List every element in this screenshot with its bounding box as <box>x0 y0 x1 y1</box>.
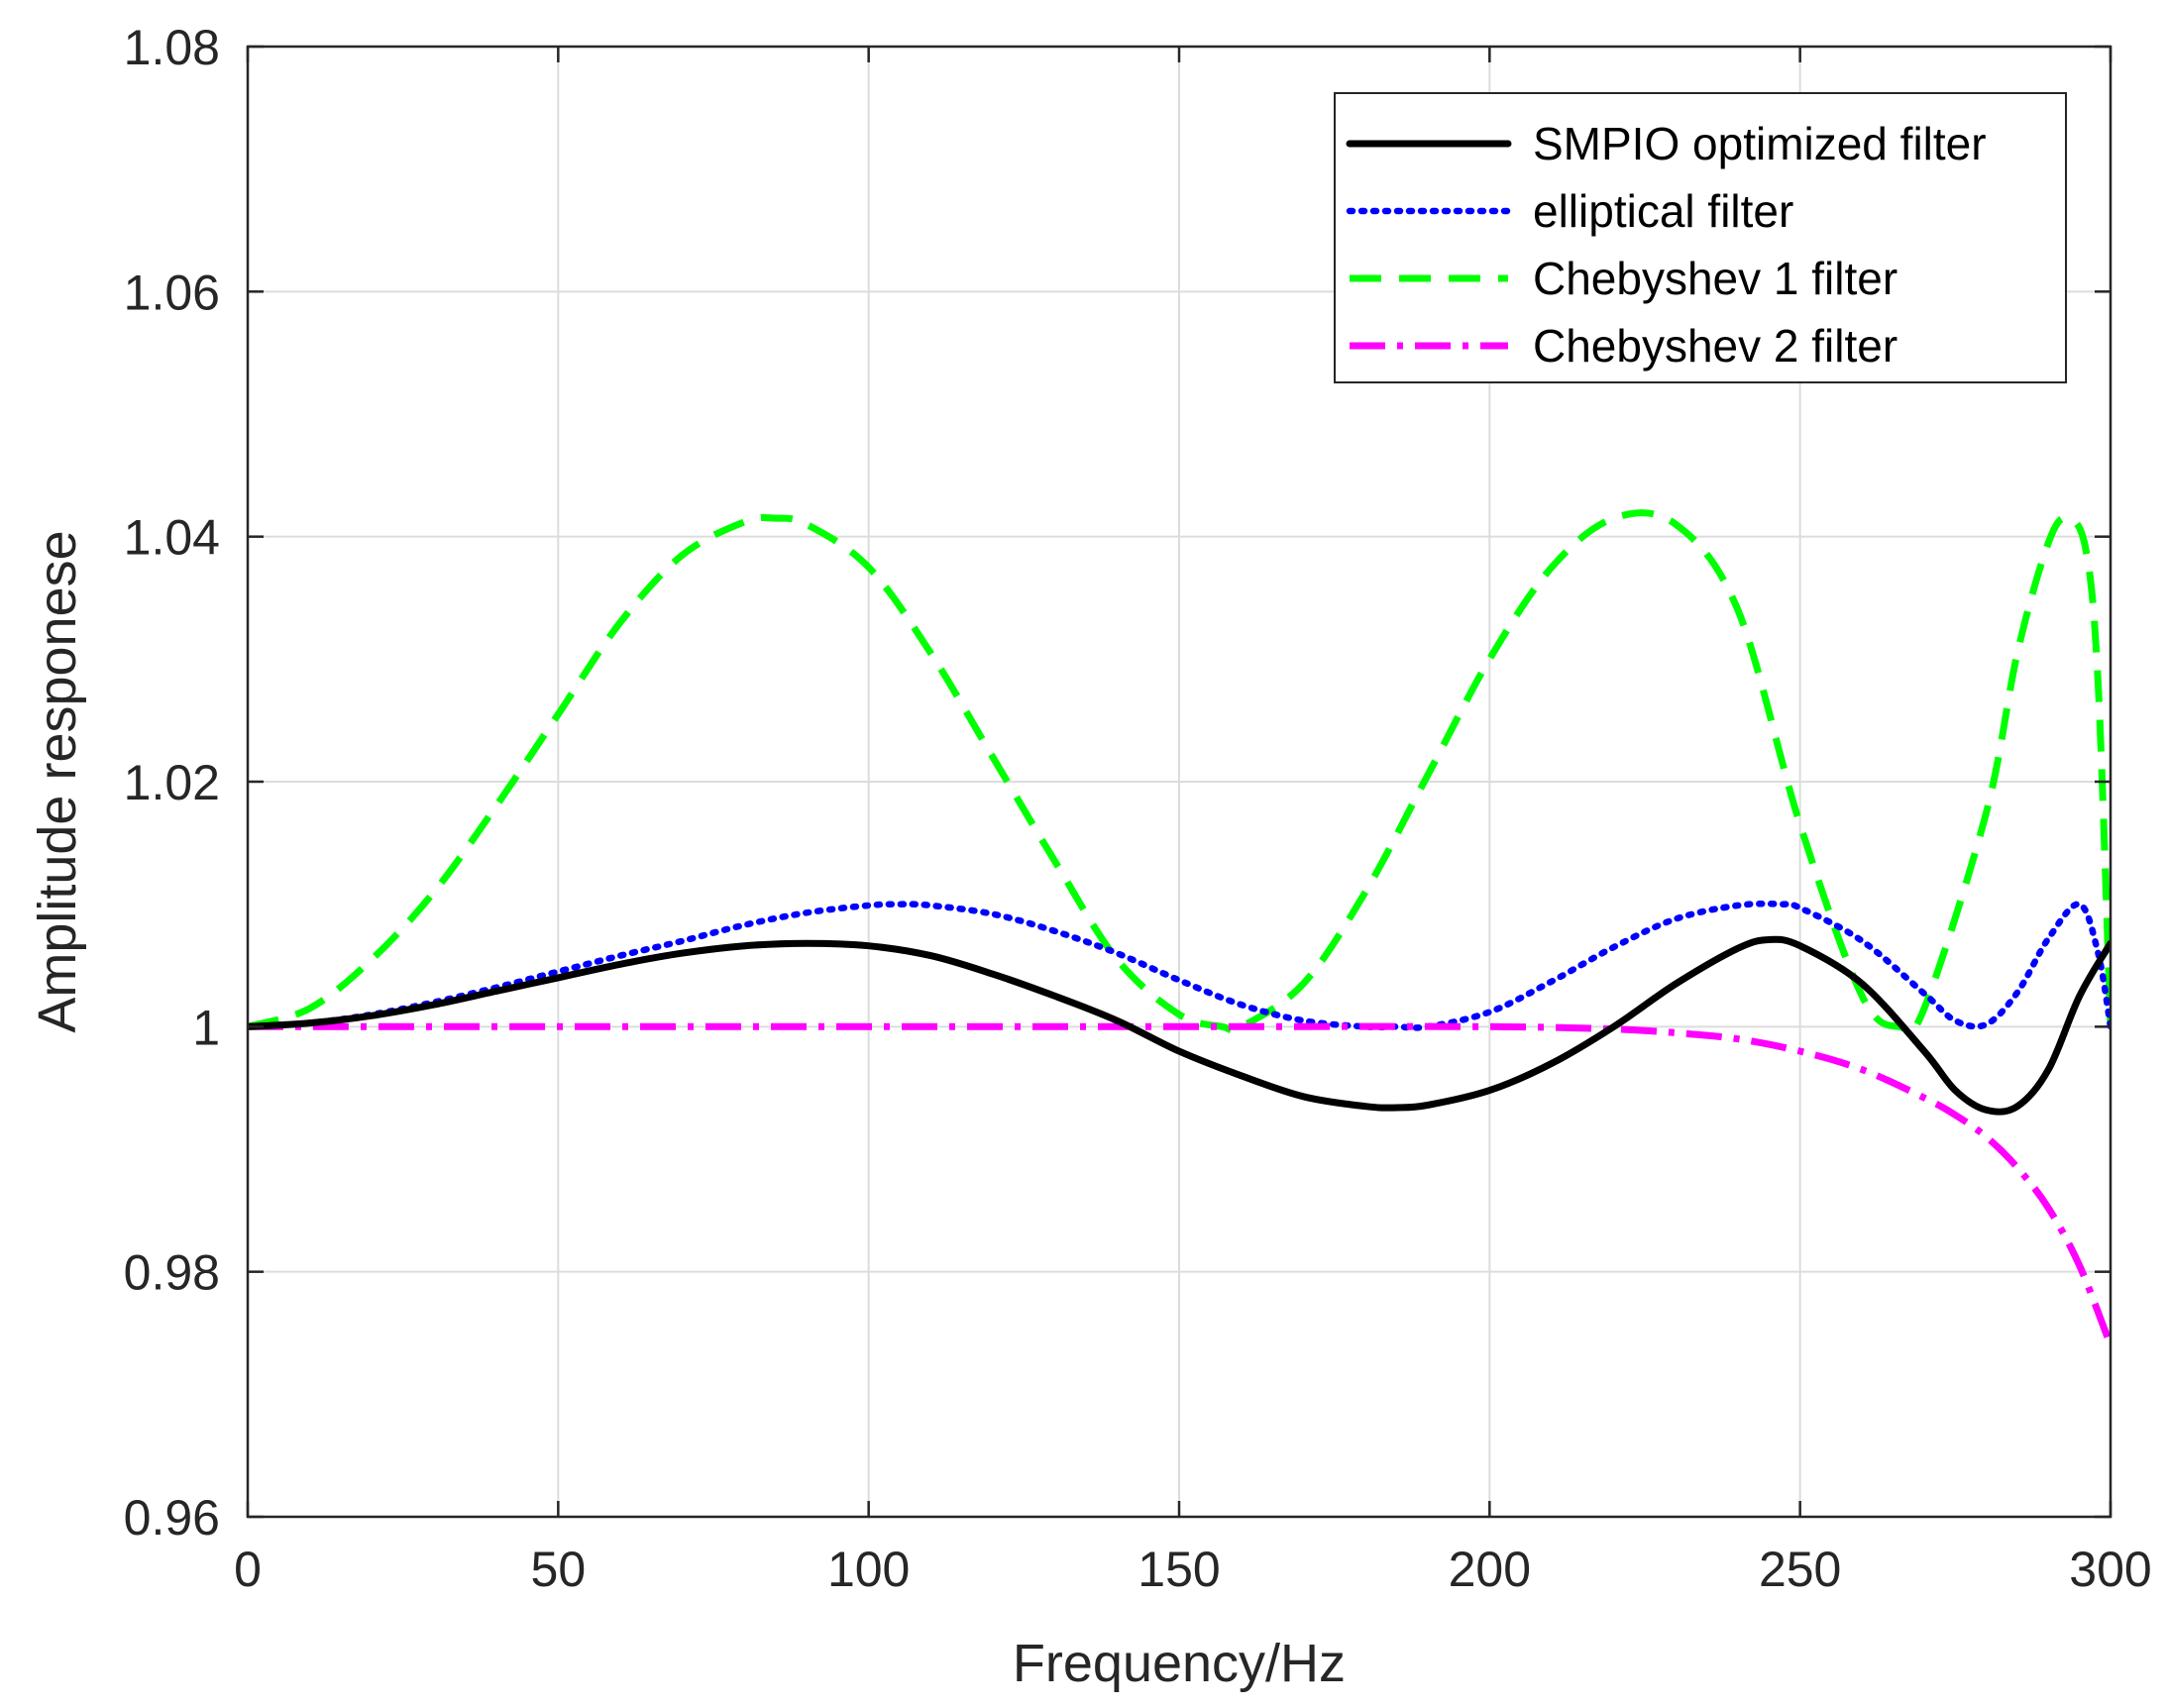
series-layer <box>248 509 2111 1347</box>
y-tick-label: 1.08 <box>124 20 220 75</box>
legend-label: elliptical filter <box>1533 185 1793 237</box>
x-tick-label: 250 <box>1759 1542 1841 1597</box>
y-tick-label: 0.96 <box>124 1490 220 1546</box>
x-ticks: 0 50 100 150 200 250 300 <box>234 47 2152 1597</box>
series-line-dashed <box>248 509 2111 1035</box>
legend-label: Chebyshev 2 filter <box>1533 320 1897 372</box>
series-line-solid <box>248 935 2111 1116</box>
y-tick-label: 0.98 <box>124 1245 220 1301</box>
x-tick-label: 200 <box>1449 1542 1531 1597</box>
x-tick-label: 150 <box>1138 1542 1220 1597</box>
legend: SMPIO optimized filter elliptical filter C… <box>1334 92 2067 383</box>
legend-label: Chebyshev 1 filter <box>1533 253 1897 304</box>
series-line-dashdot <box>248 1022 2111 1347</box>
y-axis-label: Amplitude responese <box>28 530 87 1032</box>
x-tick-label: 100 <box>827 1542 910 1597</box>
y-tick-label: 1 <box>192 1000 220 1055</box>
y-ticks: 0.96 0.98 1 1.02 1.04 1.06 1.08 <box>124 20 2111 1546</box>
y-tick-label: 1.06 <box>124 265 220 320</box>
x-tick-label: 50 <box>531 1542 587 1597</box>
x-tick-label: 300 <box>2069 1542 2151 1597</box>
x-tick-label: 0 <box>234 1542 262 1597</box>
x-axis-label: Frequency/Hz <box>1013 1634 1346 1693</box>
legend-label: SMPIO optimized filter <box>1533 118 1987 169</box>
series-line-dotted <box>248 900 2111 1031</box>
y-tick-label: 1.02 <box>124 755 220 810</box>
y-tick-label: 1.04 <box>124 510 220 566</box>
